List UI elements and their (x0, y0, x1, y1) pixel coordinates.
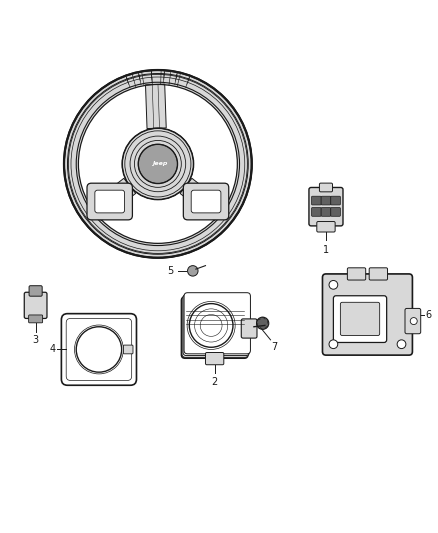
FancyBboxPatch shape (241, 319, 257, 338)
FancyBboxPatch shape (322, 274, 413, 355)
Text: 6: 6 (426, 310, 431, 319)
FancyBboxPatch shape (331, 196, 340, 205)
FancyBboxPatch shape (321, 196, 331, 205)
Text: 1: 1 (323, 245, 329, 255)
Circle shape (257, 317, 269, 329)
FancyBboxPatch shape (311, 207, 321, 216)
Circle shape (187, 265, 198, 276)
FancyBboxPatch shape (405, 309, 421, 334)
FancyBboxPatch shape (369, 268, 388, 280)
FancyBboxPatch shape (347, 268, 366, 280)
FancyBboxPatch shape (317, 222, 335, 232)
Circle shape (329, 340, 338, 349)
FancyBboxPatch shape (333, 296, 387, 343)
FancyBboxPatch shape (182, 296, 248, 357)
Circle shape (138, 144, 177, 183)
Circle shape (397, 340, 406, 349)
FancyBboxPatch shape (191, 190, 221, 213)
Circle shape (122, 128, 194, 199)
FancyBboxPatch shape (184, 183, 229, 220)
FancyBboxPatch shape (205, 352, 224, 365)
Circle shape (410, 318, 417, 325)
FancyBboxPatch shape (61, 313, 137, 385)
FancyBboxPatch shape (28, 315, 42, 323)
Circle shape (76, 327, 122, 372)
FancyBboxPatch shape (29, 286, 42, 296)
FancyBboxPatch shape (331, 207, 340, 216)
Polygon shape (89, 179, 136, 220)
Text: 4: 4 (49, 344, 55, 354)
FancyBboxPatch shape (181, 297, 248, 358)
FancyBboxPatch shape (24, 292, 47, 318)
FancyBboxPatch shape (309, 188, 343, 226)
FancyBboxPatch shape (319, 183, 332, 192)
Text: Jeep: Jeep (152, 160, 168, 166)
Circle shape (329, 280, 338, 289)
Text: 7: 7 (272, 343, 278, 352)
Circle shape (78, 84, 237, 244)
FancyBboxPatch shape (95, 190, 124, 213)
Text: 3: 3 (32, 335, 39, 345)
FancyBboxPatch shape (340, 302, 380, 335)
FancyBboxPatch shape (311, 196, 321, 205)
Polygon shape (180, 179, 226, 220)
FancyBboxPatch shape (321, 207, 331, 216)
Circle shape (189, 304, 233, 348)
FancyBboxPatch shape (87, 183, 132, 220)
Text: 2: 2 (212, 377, 218, 387)
Circle shape (64, 70, 252, 258)
FancyBboxPatch shape (124, 345, 133, 354)
FancyBboxPatch shape (183, 294, 249, 356)
Polygon shape (145, 84, 166, 128)
Text: 5: 5 (167, 266, 173, 276)
FancyBboxPatch shape (184, 293, 251, 354)
